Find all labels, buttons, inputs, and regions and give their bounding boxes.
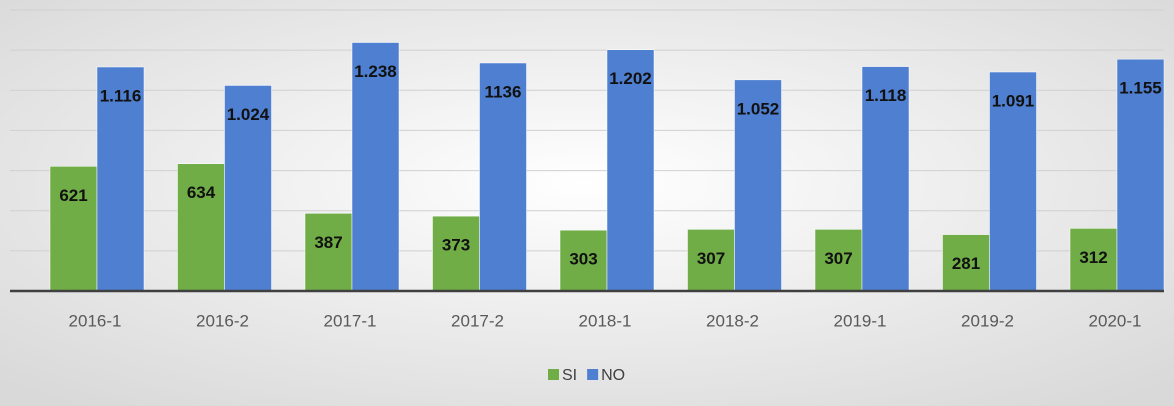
bar [734,79,782,292]
legend-swatch [548,369,559,380]
bar [304,213,353,292]
bar [687,229,735,292]
bar [989,71,1037,292]
data-label: 1.052 [737,99,780,118]
x-tick-label: 2018-2 [706,311,759,330]
x-tick-label: 2018-1 [579,311,632,330]
x-tick-label: 2017-2 [451,311,504,330]
bar [1069,228,1118,292]
data-label: 281 [952,254,980,273]
data-label: 1.238 [354,62,397,81]
data-label: 1.091 [992,92,1035,111]
bar [942,234,990,292]
data-label: 634 [187,183,216,202]
bar [479,62,527,292]
bar [177,163,225,292]
data-label: 1.024 [227,105,270,124]
data-label: 1.116 [100,86,142,105]
data-label: 621 [59,186,87,205]
x-tick-label: 2019-1 [834,311,887,330]
x-tick-label: 2016-1 [69,311,122,330]
bar [432,215,480,292]
data-label: 312 [1079,248,1107,267]
bar [351,42,400,292]
data-label: 373 [442,236,470,255]
x-tick-label: 2020-1 [1089,311,1142,330]
data-label: 1.118 [865,86,907,105]
legend-swatch [587,369,599,380]
bar [224,85,272,292]
data-label: 387 [314,233,342,252]
data-label: 307 [697,249,725,268]
x-tick-label: 2016-2 [196,311,249,330]
bar [49,166,98,292]
bar [814,229,863,292]
x-tick-label: 2019-2 [961,311,1014,330]
data-label: 307 [824,249,852,268]
data-label: 303 [569,250,597,269]
data-label: 1.155 [1119,79,1162,98]
bar [861,66,910,292]
legend-label: NO [601,367,625,384]
data-label: 1.202 [609,69,652,88]
legend-label: SI [562,367,577,384]
bar [606,49,655,292]
bar [96,66,145,292]
data-label: 1136 [485,82,522,101]
x-tick-label: 2017-1 [324,311,377,330]
bar [1116,58,1165,292]
